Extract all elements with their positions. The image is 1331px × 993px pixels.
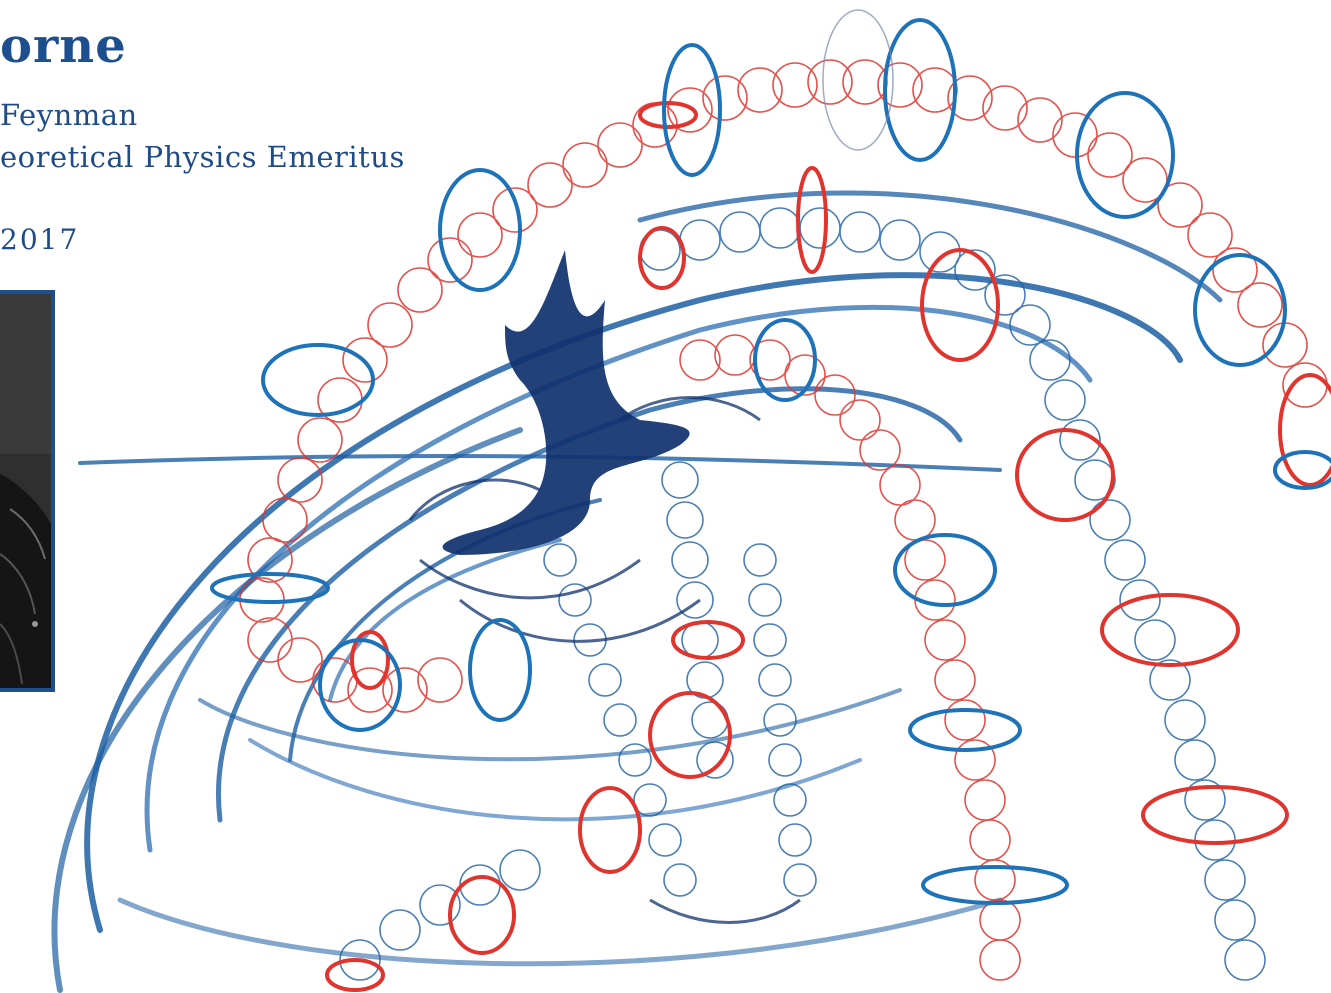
position-line-1: Feynman bbox=[0, 98, 138, 132]
portrait-photo bbox=[0, 290, 55, 692]
position-line-2: eoretical Physics Emeritus bbox=[0, 140, 405, 174]
page-title: orne bbox=[0, 18, 127, 74]
year-label: 2017 bbox=[0, 223, 80, 256]
portrait-photo-icon bbox=[0, 294, 51, 688]
